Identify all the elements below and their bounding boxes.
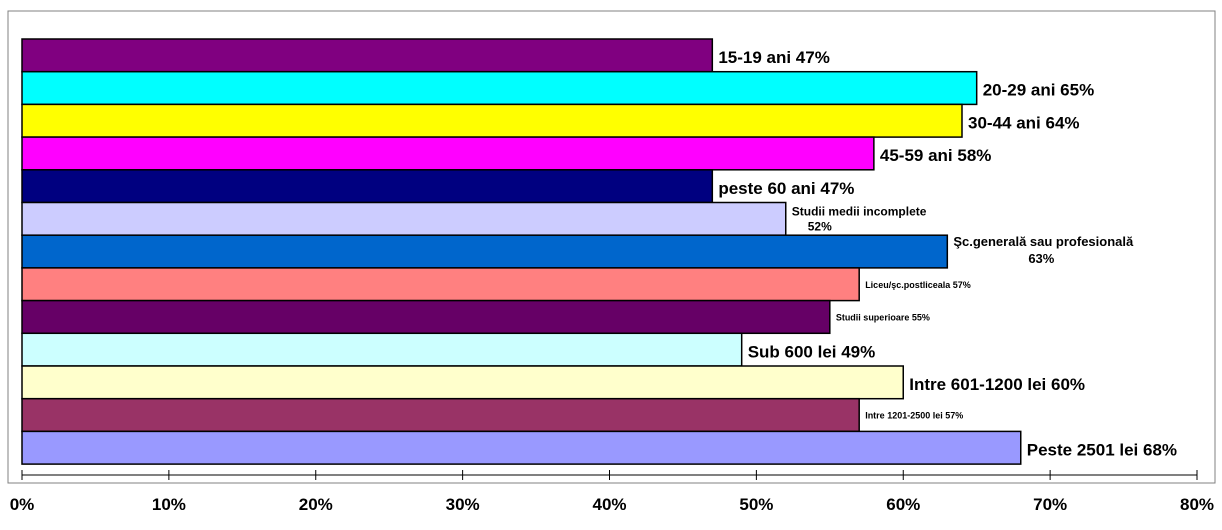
x-tick-label-6: 60% bbox=[886, 495, 920, 514]
x-tick-label-0: 0% bbox=[10, 495, 35, 514]
x-tick-label-7: 70% bbox=[1033, 495, 1067, 514]
bar-5 bbox=[21, 201, 787, 236]
bar-label-9: Sub 600 lei 49% bbox=[748, 342, 876, 361]
bar-1 bbox=[21, 70, 978, 106]
bar-9 bbox=[21, 332, 743, 367]
bar-label-0: 15-19 ani 47% bbox=[718, 48, 830, 67]
bar-label-10: Intre 601-1200 lei 60% bbox=[909, 375, 1085, 394]
bar-7 bbox=[21, 267, 860, 302]
x-tick-label-1: 10% bbox=[152, 495, 186, 514]
x-axis-ticks: 0% 10% 20% 30% 40% 50% 60% 70% 80% bbox=[10, 470, 1214, 514]
bar-label-7: Liceu/şc.postliceala 57% bbox=[865, 280, 971, 290]
bar-11 bbox=[21, 397, 860, 433]
bar-6 bbox=[21, 234, 949, 269]
x-tick-label-8: 80% bbox=[1180, 495, 1214, 514]
bar-3 bbox=[21, 136, 875, 171]
bar-label-12: Peste 2501 lei 68% bbox=[1027, 440, 1177, 459]
x-tick-label-5: 50% bbox=[739, 495, 773, 514]
bar-label-1: 20-29 ani 65% bbox=[983, 81, 1095, 100]
bar-0 bbox=[21, 38, 714, 73]
bar-label-2: 30-44 ani 64% bbox=[968, 113, 1080, 132]
bar-12 bbox=[21, 430, 1022, 465]
bar-label-4: peste 60 ani 47% bbox=[718, 179, 854, 198]
bar-10 bbox=[21, 365, 904, 400]
bar-8 bbox=[21, 299, 831, 335]
x-tick-label-3: 30% bbox=[446, 495, 480, 514]
bar-4 bbox=[21, 169, 714, 204]
bar-label-6: Şc.generală sau profesională 63% bbox=[953, 234, 1134, 266]
x-tick-label-4: 40% bbox=[592, 495, 626, 514]
bar-label-11: Intre 1201-2500 lei 57% bbox=[865, 411, 963, 421]
bar-2 bbox=[21, 103, 963, 138]
bar-label-5: Studii medii incomplete 52% bbox=[792, 205, 927, 234]
bar-label-8: Studii superioare 55% bbox=[836, 313, 930, 323]
x-tick-label-2: 20% bbox=[299, 495, 333, 514]
bar-label-3: 45-59 ani 58% bbox=[880, 146, 992, 165]
bars-layer: 15-19 ani 47% 20-29 ani 65% 30-44 ani 64% 4… bbox=[21, 38, 1177, 465]
